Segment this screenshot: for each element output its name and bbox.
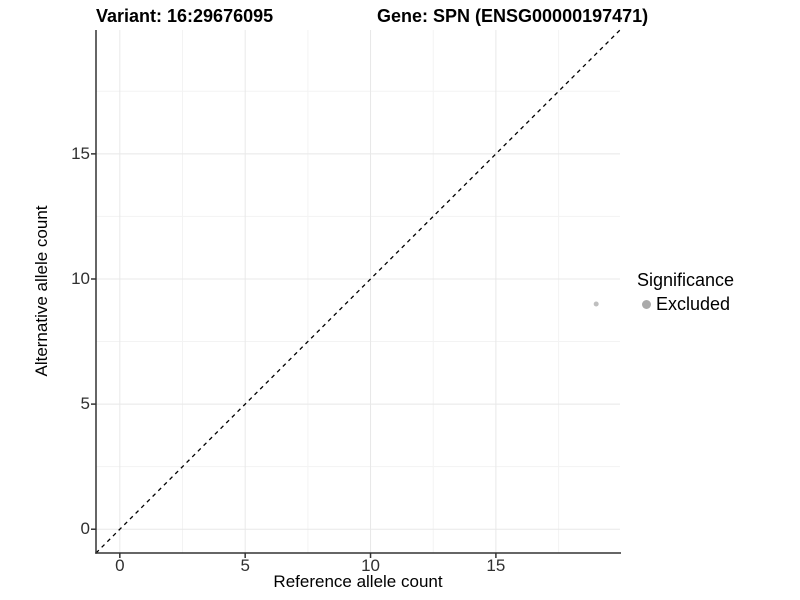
- legend: Significance Excluded: [637, 270, 734, 315]
- x-tick-label: 15: [486, 556, 506, 575]
- y-tick-label: 0: [80, 519, 90, 539]
- y-tick-label: 10: [71, 268, 90, 288]
- plot-title-variant: Variant: 16:29676095: [96, 6, 274, 26]
- y-tick-label: 5: [80, 394, 90, 414]
- x-tick-label: 0: [115, 556, 125, 575]
- dot-icon: [642, 299, 651, 309]
- plot-title-gene: Gene: SPN (ENSG00000197471): [377, 6, 649, 26]
- x-tick-label: 5: [240, 556, 250, 575]
- x-tick-label: 10: [361, 556, 380, 575]
- identity-line: [95, 29, 621, 554]
- legend-item-label: Excluded: [656, 293, 731, 314]
- legend-item-excluded: Excluded: [637, 293, 734, 315]
- x-axis-title: Reference allele count: [273, 572, 443, 591]
- legend-title: Significance: [637, 270, 735, 290]
- y-tick-label: 15: [71, 143, 90, 163]
- data-point: [593, 301, 599, 307]
